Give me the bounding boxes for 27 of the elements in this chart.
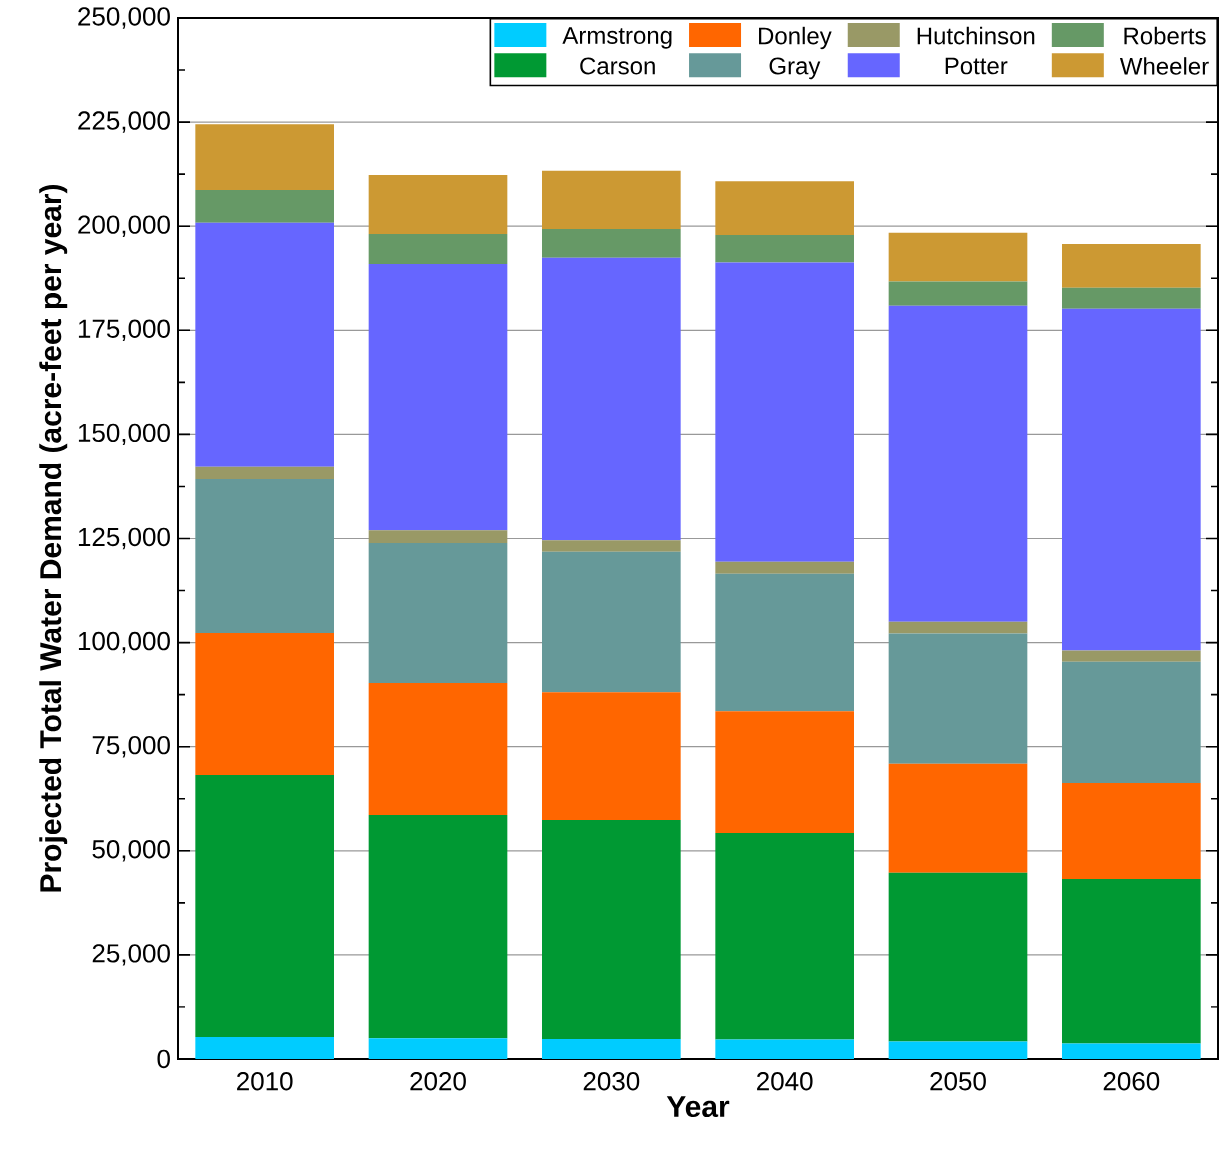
y-tick-label: 25,000 (92, 944, 170, 966)
x-tick-label: 2040 (757, 1072, 813, 1091)
y-tick-label: 0 (157, 1049, 170, 1069)
y-tick-label: 150,000 (78, 423, 170, 446)
legend-label: Hutchinson (917, 26, 1035, 45)
y-tick-label: 200,000 (78, 215, 170, 237)
legend-label: Donley (759, 26, 832, 50)
y-tick-label: 50,000 (92, 840, 170, 862)
legend-label: Wheeler (1119, 57, 1209, 75)
legend-label: Potter (945, 57, 1008, 75)
legend-label: Armstrong (562, 27, 672, 49)
y-tick-label: 175,000 (78, 319, 170, 342)
y-tick-label: 125,000 (78, 527, 170, 550)
legend-label: Roberts (1124, 26, 1206, 45)
y-axis-title: Projected Total Water Demand (acre-feet per year) (39, 184, 68, 892)
x-tick-label: 2050 (930, 1072, 986, 1091)
x-axis-title: Year (666, 1096, 730, 1118)
x-tick-label: 2020 (410, 1072, 466, 1091)
x-tick-label: 2030 (583, 1072, 640, 1091)
legend-label: Gray (769, 57, 821, 80)
x-tick-label: 2060 (1103, 1072, 1160, 1091)
legend-label: Carson (580, 57, 655, 75)
x-tick-label: 2010 (237, 1072, 293, 1091)
y-tick-label: 100,000 (78, 631, 170, 654)
y-tick-label: 225,000 (78, 111, 170, 133)
y-tick-label: 250,000 (78, 7, 170, 29)
y-tick-label: 75,000 (92, 735, 170, 758)
